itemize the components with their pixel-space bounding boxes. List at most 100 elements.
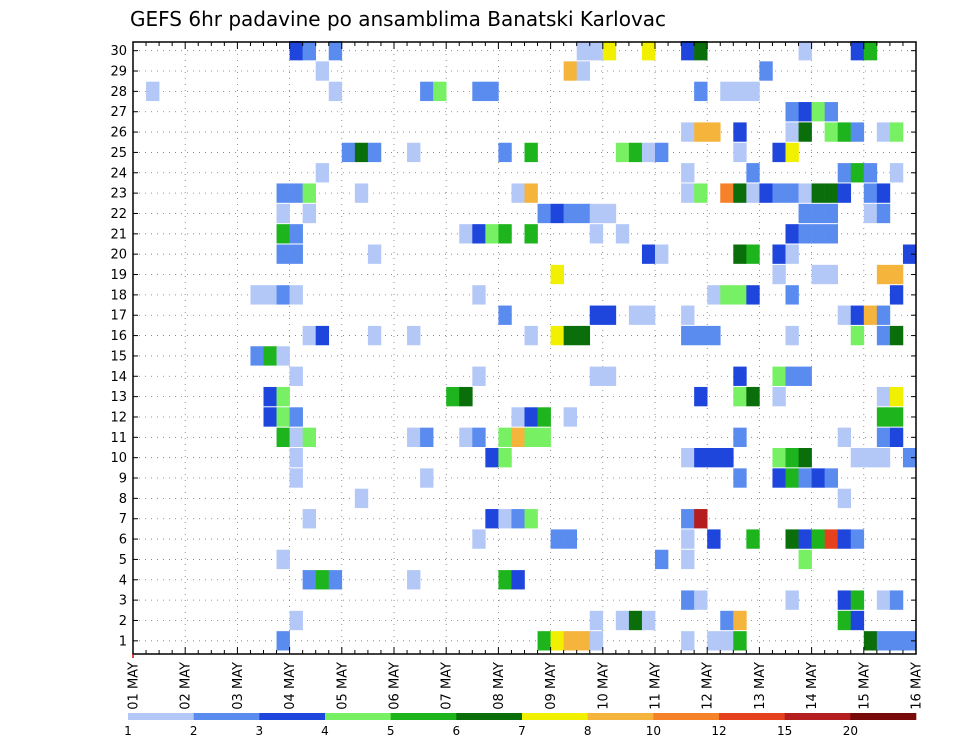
heatmap-cell [863,448,878,468]
heatmap-cell [798,203,812,224]
color-legend: 1 2 3 4 5 6 7 8 10 12 15 20 [124,713,917,738]
heatmap-cell [289,183,303,203]
heatmap-cell [785,529,799,549]
heatmap-cell [367,142,382,163]
heatmap-cell [746,285,760,305]
legend-label: 1 [124,724,132,738]
heatmap-cell [498,224,512,244]
heatmap-cell [146,81,160,102]
heatmap-cell [589,224,604,244]
heatmap-cell [876,427,891,447]
heatmap-cell [889,427,904,447]
heatmap-cell [733,366,747,386]
x-tick-label: 10 MAY [596,662,611,710]
heatmap-cell [250,285,264,305]
heatmap-cell [276,631,290,651]
y-tick-label: 4 [119,573,127,588]
heatmap-cell [733,122,747,142]
heatmap-cell [602,366,617,386]
heatmap-cell [824,529,838,549]
heatmap-cell [733,386,747,407]
heatmap-cell [589,631,604,651]
heatmap-cell [289,244,303,264]
x-tick-label: 11 MAY [649,662,664,710]
legend-color-bin [587,713,654,720]
heatmap-cell [759,61,773,81]
heatmap-cell [276,386,290,407]
heatmap-cell [681,509,695,529]
heatmap-cell [772,448,786,468]
heatmap-cell [537,407,551,427]
heatmap-cell [576,325,591,346]
heatmap-cell [589,203,604,224]
heatmap-cell [863,305,878,325]
heatmap-cell [315,570,330,590]
heatmap-cell [694,122,708,142]
legend-label: 3 [256,724,264,738]
heatmap-cell [785,285,799,305]
heatmap-cell [694,509,708,529]
y-tick-label: 24 [110,166,127,181]
legend-label: 7 [518,724,526,738]
heatmap-cell [785,224,799,244]
y-tick-label: 15 [110,349,127,364]
y-tick-label: 18 [110,288,127,303]
heatmap-cell [746,81,760,102]
y-tick-label: 12 [110,410,127,425]
heatmap-cell [615,224,630,244]
heatmap-cell [576,203,591,224]
heatmap-cell [772,244,786,264]
y-tick-label: 7 [119,512,127,527]
x-tick-label: 07 MAY [440,662,455,710]
heatmap-cell [902,244,917,264]
heatmap-cell [876,631,891,651]
heatmap-cell [602,305,617,325]
heatmap-cell [785,448,799,468]
heatmap-cell [289,366,303,386]
y-tick-label: 10 [110,451,127,466]
heatmap-cell [563,407,577,427]
legend-label: 6 [453,724,461,738]
heatmap-cell [641,244,656,264]
heatmap-cell [354,488,369,509]
heatmap-cell [263,386,277,407]
heatmap-cell [863,183,878,203]
heatmap-cell [889,386,904,407]
heatmap-cell [889,590,904,610]
heatmap-cell [328,570,343,590]
heatmap-cell [485,224,499,244]
heatmap-cell [694,386,708,407]
heatmap-cell [889,407,904,427]
heatmap-cell [902,448,917,468]
heatmap-cell [889,325,904,346]
heatmap-cell [511,183,525,203]
heatmap-cell [798,468,812,488]
x-tick-label: 06 MAY [388,662,403,710]
heatmap-cell [315,325,330,346]
y-tick-label: 14 [110,370,127,385]
heatmap-cell [785,468,799,488]
heatmap-cell [798,224,812,244]
heatmap-cell [524,325,538,346]
heatmap-cells [146,41,917,651]
heatmap-cell [524,427,538,447]
heatmap-cell [863,41,878,61]
heatmap-cell [785,366,799,386]
heatmap-cell [876,325,891,346]
x-tick-label: 13 MAY [753,662,768,710]
heatmap-cell [720,631,734,651]
heatmap-cell [407,570,421,590]
heatmap-cell [655,549,669,570]
heatmap-cell [798,549,812,570]
heatmap-cell [785,122,799,142]
heatmap-cell [824,183,838,203]
heatmap-cell [850,325,865,346]
heatmap-cell [759,183,773,203]
heatmap-cell [615,142,630,163]
heatmap-cell [289,285,303,305]
heatmap-cell [420,468,434,488]
heatmap-cell [837,122,852,142]
heatmap-cell [302,427,316,447]
heatmap-cell [772,468,786,488]
y-tick-label: 22 [110,207,127,222]
